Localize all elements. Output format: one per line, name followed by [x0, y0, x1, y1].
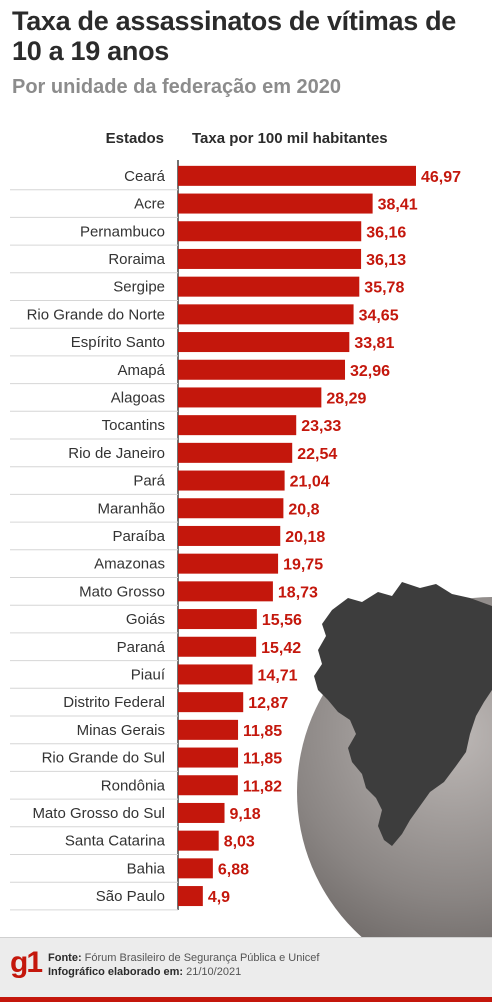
category-label: Mato Grosso — [79, 583, 165, 600]
source-line: Fonte: Fórum Brasileiro de Segurança Púb… — [48, 952, 319, 964]
bar — [178, 609, 257, 630]
chart-title: Taxa de assassinatos de vítimas de 10 a … — [12, 6, 457, 66]
category-label: Rio Grande do Norte — [27, 306, 165, 323]
category-label: Piauí — [131, 666, 166, 683]
brazil-map-illustration — [314, 582, 492, 846]
credit-line: Infográfico elaborado em: 21/10/2021 — [48, 966, 241, 978]
bar — [178, 747, 239, 768]
category-label: Santa Catarina — [65, 833, 166, 850]
bar — [178, 332, 350, 353]
category-label: Acre — [134, 196, 165, 213]
category-label: Paraná — [117, 639, 166, 656]
category-label: Espírito Santo — [71, 334, 165, 351]
value-label: 23,33 — [301, 418, 341, 435]
category-label: Amazonas — [94, 556, 165, 573]
value-label: 4,9 — [208, 889, 230, 906]
value-label: 11,82 — [243, 778, 282, 795]
source-text: Fórum Brasileiro de Segurança Pública e … — [84, 952, 320, 964]
category-label: Goiás — [126, 611, 165, 628]
category-label: Pernambuco — [80, 223, 165, 240]
bar — [178, 470, 285, 491]
bar — [178, 802, 225, 823]
value-label: 15,56 — [262, 612, 302, 629]
category-label: Tocantins — [102, 417, 165, 434]
value-label: 14,71 — [258, 667, 298, 684]
value-label: 22,54 — [297, 446, 337, 463]
bar — [178, 415, 297, 436]
category-label: Maranhão — [97, 500, 165, 517]
chart-subtitle: Por unidade da federação em 2020 — [12, 76, 342, 98]
category-label: Roraima — [108, 251, 165, 268]
credit-text: 21/10/2021 — [186, 966, 242, 978]
value-label: 15,42 — [261, 640, 301, 657]
bar — [178, 775, 238, 796]
bar-chart: Ceará 46,97 Acre 38,41 Pernambuco 36,16 Roraim… — [10, 160, 492, 937]
g1-logo: g1 — [10, 946, 43, 979]
footer: g1 Fonte: Fórum Brasileiro de Segurança … — [0, 937, 492, 1002]
value-label: 38,41 — [378, 197, 418, 214]
value-label: 20,8 — [288, 501, 319, 518]
value-label: 36,13 — [366, 252, 406, 269]
value-label: 34,65 — [359, 307, 399, 324]
bar — [178, 359, 346, 380]
value-label: 8,03 — [224, 834, 255, 851]
category-label: São Paulo — [96, 888, 165, 905]
bar — [178, 193, 373, 214]
bar — [178, 442, 293, 463]
bar — [178, 221, 362, 242]
bar — [178, 304, 354, 325]
credit-label: Infográfico elaborado em: — [48, 966, 184, 978]
value-label: 6,88 — [218, 861, 249, 878]
bar — [178, 165, 416, 186]
bar — [178, 276, 360, 297]
footer-accent-bar — [0, 997, 492, 1002]
bar — [178, 581, 273, 602]
bar — [178, 387, 322, 408]
value-label: 21,04 — [290, 474, 330, 491]
value-label: 46,97 — [421, 169, 461, 186]
category-label: Rondônia — [101, 777, 166, 794]
value-label: 33,81 — [354, 335, 394, 352]
bar — [178, 525, 281, 546]
value-label: 32,96 — [350, 363, 390, 380]
bar — [178, 886, 203, 907]
source-label: Fonte: — [48, 952, 82, 964]
value-label: 9,18 — [230, 806, 261, 823]
bar — [178, 664, 253, 685]
value-label: 11,85 — [243, 723, 282, 740]
x-axis-header: Taxa por 100 mil habitantes — [192, 130, 388, 147]
value-label: 19,75 — [283, 557, 323, 574]
value-label: 11,85 — [243, 751, 282, 768]
bar — [178, 719, 239, 740]
value-label: 12,87 — [248, 695, 288, 712]
category-label: Pará — [133, 473, 165, 490]
bar — [178, 248, 362, 269]
category-label: Rio de Janeiro — [68, 445, 165, 462]
category-label: Minas Gerais — [77, 722, 165, 739]
y-axis-header: Estados — [105, 130, 164, 147]
value-label: 35,78 — [364, 280, 404, 297]
bar — [178, 553, 279, 574]
bar — [178, 498, 284, 519]
category-label: Ceará — [124, 168, 166, 185]
category-label: Paraíba — [112, 528, 165, 545]
category-label: Bahia — [127, 860, 166, 877]
category-label: Amapá — [117, 362, 165, 379]
bar — [178, 636, 257, 657]
category-label: Mato Grosso do Sul — [32, 805, 165, 822]
bar — [178, 692, 244, 713]
category-label: Rio Grande do Sul — [42, 750, 165, 767]
category-label: Alagoas — [111, 389, 165, 406]
category-label: Sergipe — [113, 279, 165, 296]
bar — [178, 858, 213, 879]
category-label: Distrito Federal — [63, 694, 165, 711]
bar — [178, 830, 219, 851]
value-label: 20,18 — [285, 529, 325, 546]
value-label: 18,73 — [278, 584, 318, 601]
value-label: 28,29 — [326, 390, 366, 407]
value-label: 36,16 — [366, 224, 406, 241]
